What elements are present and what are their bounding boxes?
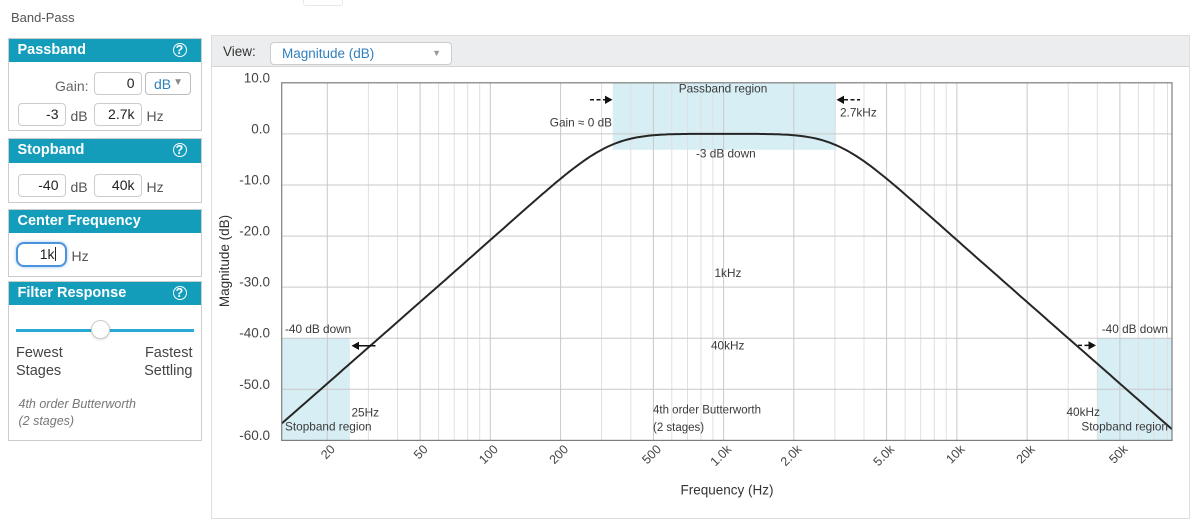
svg-text:Frequency (Hz): Frequency (Hz) xyxy=(680,483,773,498)
svg-text:-50.0: -50.0 xyxy=(239,377,270,392)
svg-text:-20.0: -20.0 xyxy=(239,224,270,239)
svg-text:50: 50 xyxy=(411,442,431,462)
svg-text:0.0: 0.0 xyxy=(251,121,270,136)
svg-text:5.0k: 5.0k xyxy=(871,442,898,469)
svg-text:-10.0: -10.0 xyxy=(239,173,270,188)
svg-text:1kHz: 1kHz xyxy=(715,266,742,280)
svg-text:Gain ≈ 0 dB: Gain ≈ 0 dB xyxy=(550,116,612,130)
svg-text:Stopband region: Stopband region xyxy=(1081,420,1168,434)
svg-text:-40.0: -40.0 xyxy=(239,326,270,341)
svg-text:(2 stages): (2 stages) xyxy=(653,422,704,434)
svg-text:Passband region: Passband region xyxy=(679,82,768,96)
svg-text:10k: 10k xyxy=(943,442,968,467)
svg-text:-3 dB down: -3 dB down xyxy=(696,147,756,161)
svg-text:25Hz: 25Hz xyxy=(352,406,380,420)
svg-text:2.0k: 2.0k xyxy=(778,442,805,469)
svg-text:500: 500 xyxy=(639,442,664,467)
svg-text:20: 20 xyxy=(318,442,338,462)
svg-text:1.0k: 1.0k xyxy=(708,442,735,469)
svg-text:-40 dB down: -40 dB down xyxy=(285,322,351,336)
svg-text:2.7kHz: 2.7kHz xyxy=(840,106,877,120)
svg-text:100: 100 xyxy=(476,442,501,467)
svg-text:40kHz: 40kHz xyxy=(1067,405,1101,419)
svg-text:4th order Butterworth: 4th order Butterworth xyxy=(653,404,761,416)
svg-text:50k: 50k xyxy=(1106,442,1131,467)
svg-text:10.0: 10.0 xyxy=(244,70,270,85)
svg-text:-30.0: -30.0 xyxy=(239,275,270,290)
svg-text:Magnitude (dB): Magnitude (dB) xyxy=(217,215,232,307)
svg-text:20k: 20k xyxy=(1014,442,1039,467)
svg-text:200: 200 xyxy=(547,442,572,467)
svg-text:-40 dB down: -40 dB down xyxy=(1102,322,1168,336)
svg-text:-60.0: -60.0 xyxy=(239,428,270,443)
svg-text:40kHz: 40kHz xyxy=(711,339,745,353)
svg-text:Stopband region: Stopband region xyxy=(285,420,372,434)
